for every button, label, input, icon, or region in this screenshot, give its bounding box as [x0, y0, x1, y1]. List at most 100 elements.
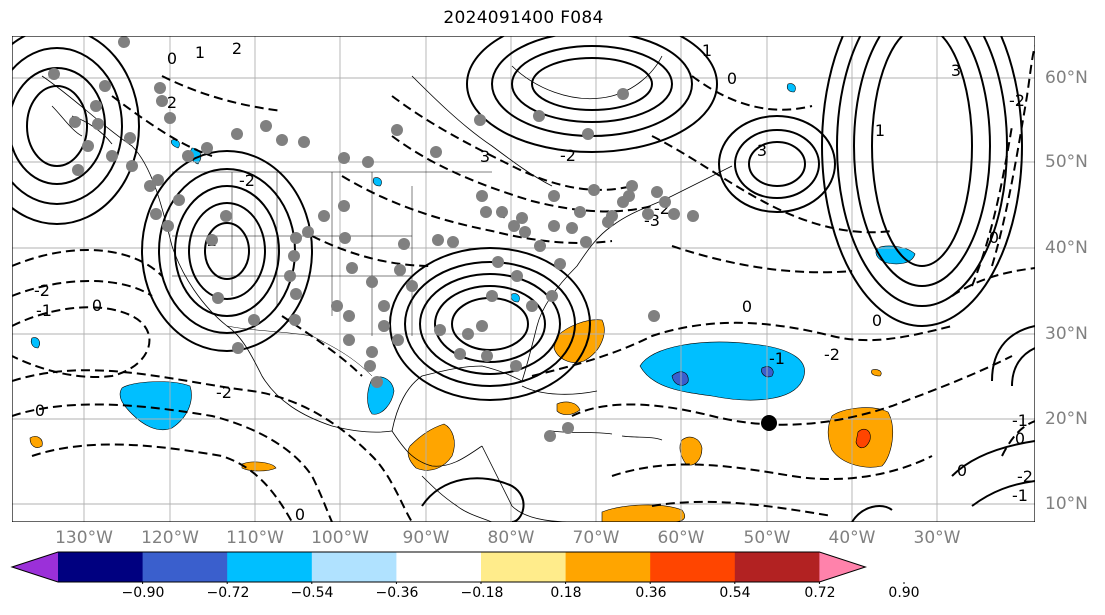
station-marker [144, 180, 156, 192]
station-marker [331, 300, 343, 312]
station-marker [398, 238, 410, 250]
station-marker [454, 348, 466, 360]
station-marker [566, 222, 578, 234]
station-marker [492, 256, 504, 268]
map-title: 2024091400 F084 [443, 8, 604, 28]
station-marker [318, 210, 330, 222]
contour-label: 0 [35, 401, 45, 420]
station-marker [511, 270, 523, 282]
longitude-label: 80°W [487, 528, 535, 548]
station-marker [544, 430, 556, 442]
contour-label: 0 [872, 311, 882, 330]
contour-label: 0 [1015, 429, 1025, 448]
latitude-label: 10°N [1045, 494, 1088, 514]
colorbar-swatch [565, 552, 651, 582]
station-marker [546, 290, 558, 302]
station-marker [626, 180, 638, 192]
contour-label: 1 [702, 41, 712, 60]
station-marker [90, 100, 102, 112]
station-marker [447, 236, 459, 248]
positive-region [407, 423, 455, 471]
station-marker [476, 190, 488, 202]
contour-labels: 0 1 2 -2 2 2 0 3 -2 1 0 3 -2 -3 -2 -1 -2… [34, 39, 1033, 522]
station-marker [516, 212, 528, 224]
colorbar-swatch [58, 552, 144, 582]
latitude-label: 60°N [1045, 68, 1088, 88]
station-marker [434, 324, 446, 336]
station-marker [480, 206, 492, 218]
station-marker [338, 200, 350, 212]
contour-label: 2 [232, 39, 242, 58]
station-marker [481, 350, 493, 362]
station-marker [474, 114, 486, 126]
contour-label: -2 [824, 345, 840, 364]
station-marker [343, 334, 355, 346]
contour-label: 1 [195, 43, 205, 62]
station-marker [508, 220, 520, 232]
contour-label: 0 [957, 461, 967, 480]
station-marker [580, 236, 592, 248]
negative-core [671, 371, 689, 386]
contour-label: 3 [757, 141, 767, 160]
shaded-regions [29, 83, 916, 522]
colorbar-tick-label: 0.72 [804, 585, 836, 601]
colorbar-extend-high [819, 552, 866, 582]
station-marker [201, 142, 213, 154]
station-marker [284, 270, 296, 282]
colorbar-tick-label: 0.54 [719, 585, 751, 601]
station-marker [82, 140, 94, 152]
station-marker [432, 234, 444, 246]
station-marker [182, 150, 194, 162]
station-marker [362, 156, 374, 168]
colorbar-tick-label: 0.90 [888, 585, 920, 601]
station-marker [162, 220, 174, 232]
colorbar-swatch [311, 552, 397, 582]
station-marker [534, 240, 546, 252]
station-marker [231, 128, 243, 140]
graticule [12, 36, 1035, 522]
colorbar-tick-label: −0.72 [206, 585, 250, 601]
colorbar-outline [10, 551, 868, 583]
contour-label: 0 [742, 297, 752, 316]
colorbar-tick-label: −0.36 [375, 585, 419, 601]
station-marker [206, 234, 218, 246]
station-marker [260, 120, 272, 132]
station-marker [289, 314, 301, 326]
station-marker [486, 290, 498, 302]
positive-region [556, 401, 581, 415]
station-marker [48, 68, 60, 80]
contour-label: 0 [295, 505, 305, 522]
station-marker [118, 36, 130, 48]
positive-core [855, 428, 871, 449]
station-marker [378, 320, 390, 332]
contour-label: 0 [167, 49, 177, 68]
latitude-label: 30°N [1045, 324, 1088, 344]
station-marker [642, 208, 654, 220]
longitude-label: 40°W [828, 528, 876, 548]
contour-label: 0 [727, 69, 737, 88]
contour-label: -2 [34, 281, 50, 300]
contour-label: -1 [1012, 486, 1028, 505]
station-marker [302, 226, 314, 238]
station-markers [48, 36, 699, 442]
station-marker [648, 310, 660, 322]
contour-label: 3 [480, 147, 490, 166]
station-marker [430, 146, 442, 158]
colorbar-tick-label: 0.18 [550, 585, 582, 601]
station-marker [338, 152, 350, 164]
station-marker [602, 216, 614, 228]
station-marker [651, 186, 663, 198]
map-frame: 0 1 2 -2 2 2 0 3 -2 1 0 3 -2 -3 -2 -1 -2… [12, 36, 1035, 522]
contour-label: 1 [875, 121, 885, 140]
longitude-label: 50°W [743, 528, 791, 548]
station-marker [343, 310, 355, 322]
contour-label: 2 [167, 93, 177, 112]
colorbar-swatch [734, 552, 820, 582]
station-marker [339, 232, 351, 244]
station-marker [548, 220, 560, 232]
latitude-label: 20°N [1045, 409, 1088, 429]
longitude-label: 120°W [141, 528, 199, 548]
station-marker [378, 300, 390, 312]
contour-label: 0 [92, 296, 102, 315]
contour-label: -2 [560, 146, 576, 165]
